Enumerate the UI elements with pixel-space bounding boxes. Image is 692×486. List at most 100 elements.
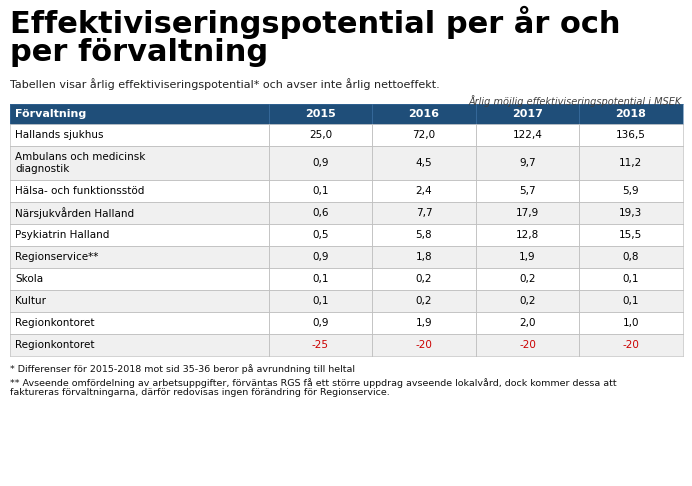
Bar	[372, 104, 475, 124]
Bar	[372, 202, 475, 224]
Text: ** Avseende omfördelning av arbetsuppgifter, förväntas RGS få ett större uppdrag: ** Avseende omfördelning av arbetsuppgif…	[10, 378, 617, 388]
Bar	[475, 202, 579, 224]
Text: 0,9: 0,9	[312, 252, 329, 262]
Text: Årlig möjlig effektiviseringspotential i MSEK: Årlig möjlig effektiviseringspotential i…	[468, 95, 682, 107]
Text: -25: -25	[312, 340, 329, 350]
Text: 0,6: 0,6	[312, 208, 329, 218]
Bar	[268, 290, 372, 312]
Bar	[579, 224, 683, 246]
Bar	[475, 334, 579, 356]
Text: 0,1: 0,1	[623, 296, 639, 306]
Bar	[475, 104, 579, 124]
Text: 122,4: 122,4	[513, 130, 543, 140]
Bar	[372, 224, 475, 246]
Bar	[10, 180, 268, 202]
Text: 7,7: 7,7	[416, 208, 432, 218]
Text: 72,0: 72,0	[412, 130, 435, 140]
Text: * Differenser för 2015-2018 mot sid 35-36 beror på avrundning till heltal: * Differenser för 2015-2018 mot sid 35-3…	[10, 364, 355, 374]
Text: Närsjukvården Halland: Närsjukvården Halland	[15, 207, 134, 219]
Bar	[475, 146, 579, 180]
Bar	[475, 224, 579, 246]
Bar	[579, 246, 683, 268]
Text: 5,8: 5,8	[416, 230, 432, 240]
Text: 4,5: 4,5	[416, 158, 432, 168]
Text: 2018: 2018	[615, 109, 646, 119]
Text: -20: -20	[623, 340, 639, 350]
Text: Skola: Skola	[15, 274, 43, 284]
Text: 0,2: 0,2	[519, 274, 536, 284]
Text: 5,7: 5,7	[519, 186, 536, 196]
Bar	[268, 334, 372, 356]
Bar	[475, 312, 579, 334]
Bar	[268, 124, 372, 146]
Text: 11,2: 11,2	[619, 158, 643, 168]
Bar	[10, 268, 268, 290]
Text: Effektiviseringspotential per år och: Effektiviseringspotential per år och	[10, 6, 621, 39]
Bar	[475, 268, 579, 290]
Text: per förvaltning: per förvaltning	[10, 38, 268, 67]
Bar	[579, 290, 683, 312]
Bar	[268, 104, 372, 124]
Text: 1,9: 1,9	[519, 252, 536, 262]
Text: Kultur: Kultur	[15, 296, 46, 306]
Text: Tabellen visar årlig effektiviseringspotential* och avser inte årlig nettoeffekt: Tabellen visar årlig effektiviseringspot…	[10, 78, 439, 90]
Text: Förvaltning: Förvaltning	[15, 109, 87, 119]
Bar	[10, 104, 268, 124]
Text: Hälsa- och funktionsstöd: Hälsa- och funktionsstöd	[15, 186, 145, 196]
Bar	[10, 202, 268, 224]
Text: faktureras förvaltningarna, därför redovisas ingen förändring för Regionservice.: faktureras förvaltningarna, därför redov…	[10, 388, 390, 397]
Bar	[372, 180, 475, 202]
Text: 1,8: 1,8	[416, 252, 432, 262]
Bar	[372, 290, 475, 312]
Text: 12,8: 12,8	[516, 230, 539, 240]
Text: 1,0: 1,0	[623, 318, 639, 328]
Bar	[10, 312, 268, 334]
Text: 0,2: 0,2	[416, 296, 432, 306]
Bar	[579, 334, 683, 356]
Text: 0,2: 0,2	[519, 296, 536, 306]
Bar	[10, 334, 268, 356]
Bar	[579, 268, 683, 290]
Text: 0,1: 0,1	[623, 274, 639, 284]
Bar	[372, 334, 475, 356]
Bar	[268, 146, 372, 180]
Bar	[475, 246, 579, 268]
Text: 1,9: 1,9	[416, 318, 432, 328]
Bar	[579, 312, 683, 334]
Bar	[10, 290, 268, 312]
Text: 15,5: 15,5	[619, 230, 643, 240]
Text: 9,7: 9,7	[519, 158, 536, 168]
Bar	[579, 180, 683, 202]
Text: Hallands sjukhus: Hallands sjukhus	[15, 130, 104, 140]
Bar	[10, 124, 268, 146]
Text: Psykiatrin Halland: Psykiatrin Halland	[15, 230, 109, 240]
Text: -20: -20	[519, 340, 536, 350]
Text: 2,0: 2,0	[519, 318, 536, 328]
Text: 2017: 2017	[512, 109, 543, 119]
Text: Regionkontoret: Regionkontoret	[15, 318, 95, 328]
Text: 19,3: 19,3	[619, 208, 643, 218]
Bar	[579, 146, 683, 180]
Bar	[579, 124, 683, 146]
Bar	[372, 312, 475, 334]
Text: 0,5: 0,5	[312, 230, 329, 240]
Text: 0,8: 0,8	[623, 252, 639, 262]
Bar	[372, 124, 475, 146]
Text: 0,1: 0,1	[312, 296, 329, 306]
Text: 25,0: 25,0	[309, 130, 332, 140]
Bar	[268, 202, 372, 224]
Bar	[10, 146, 268, 180]
Text: 0,2: 0,2	[416, 274, 432, 284]
Text: Regionservice**: Regionservice**	[15, 252, 98, 262]
Text: 136,5: 136,5	[616, 130, 646, 140]
Text: 0,9: 0,9	[312, 318, 329, 328]
Text: 17,9: 17,9	[516, 208, 539, 218]
Bar	[579, 202, 683, 224]
Bar	[372, 268, 475, 290]
Text: 2,4: 2,4	[416, 186, 432, 196]
Bar	[475, 290, 579, 312]
Bar	[268, 180, 372, 202]
Bar	[10, 246, 268, 268]
Bar	[268, 246, 372, 268]
Bar	[579, 104, 683, 124]
